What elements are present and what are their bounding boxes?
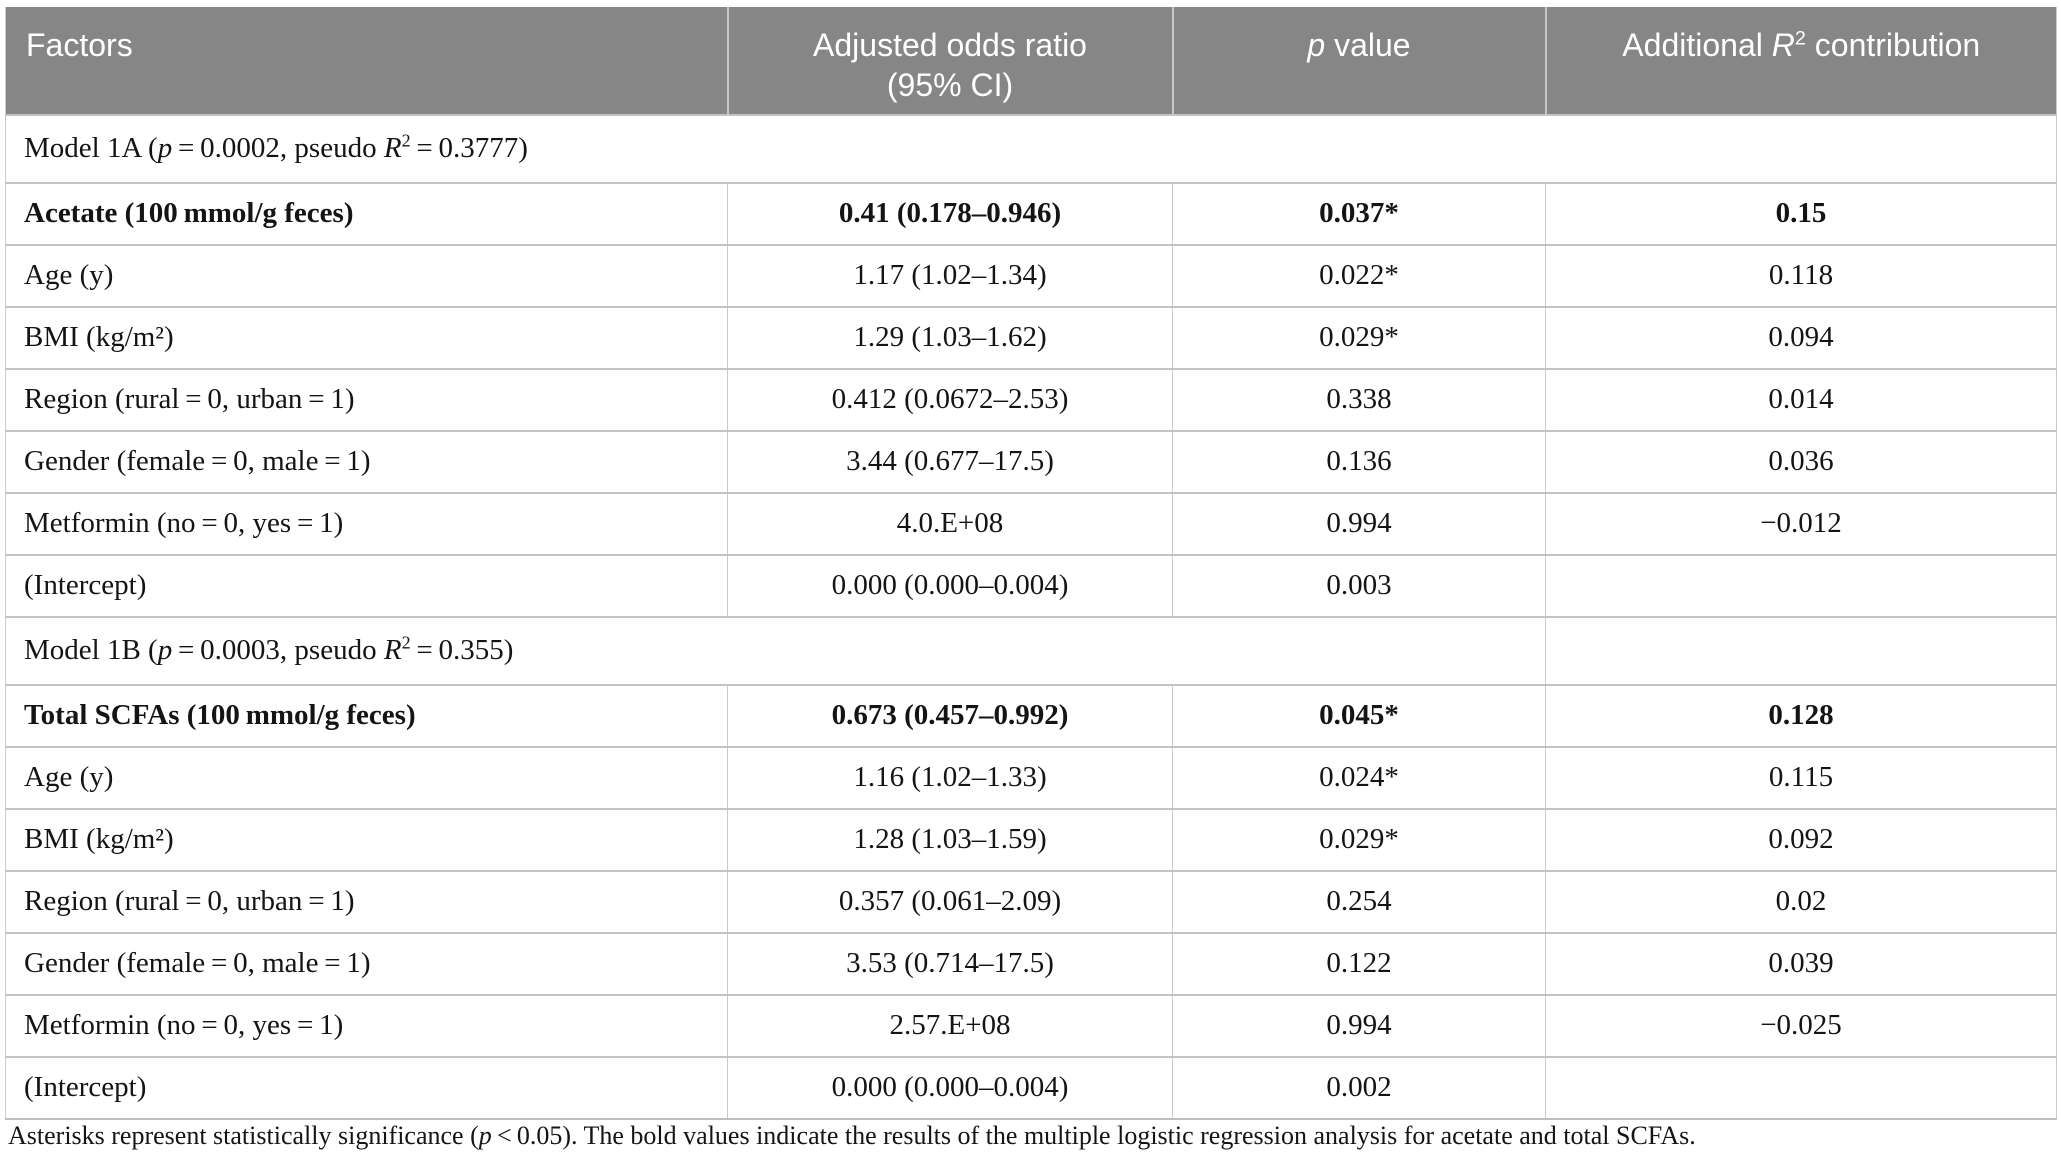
odds-ratio-cell: 0.412 (0.0672–2.53) bbox=[727, 369, 1173, 431]
factor-cell: Region (rural = 0, urban = 1) bbox=[24, 885, 355, 918]
table-row-region-1a: Region (rural = 0, urban = 1) 0.412 (0.0… bbox=[5, 369, 2057, 431]
factor-cell: Metformin (no = 0, yes = 1) bbox=[24, 1009, 344, 1042]
odds-ratio-cell: 4.0.E+08 bbox=[727, 493, 1173, 555]
table-row-age-1a: Age (y) 1.17 (1.02–1.34) 0.022* 0.118 bbox=[5, 245, 2057, 307]
table-row-total-scfas: Total SCFAs (100 mmol/g feces) 0.673 (0.… bbox=[5, 685, 2057, 747]
factor-cell: Metformin (no = 0, yes = 1) bbox=[24, 507, 344, 540]
odds-ratio-cell: 1.17 (1.02–1.34) bbox=[727, 245, 1173, 307]
model-1b-row: Model 1B (p = 0.0003, pseudo R2 = 0.355) bbox=[5, 617, 2057, 685]
p-value-cell: 0.338 bbox=[1172, 369, 1546, 431]
factor-cell: Age (y) bbox=[24, 259, 114, 292]
col-header-factors: Factors bbox=[6, 7, 728, 115]
p-value-cell: 0.002 bbox=[1172, 1057, 1546, 1119]
p-value-cell: 0.029* bbox=[1172, 307, 1546, 369]
p-value-cell: 0.122 bbox=[1172, 933, 1546, 995]
p-value-label-italic: p bbox=[1307, 27, 1326, 63]
factors-label: Factors bbox=[26, 27, 133, 63]
r2-cell: 0.014 bbox=[1545, 369, 2057, 431]
factor-cell: Age (y) bbox=[24, 761, 114, 794]
r2-cell bbox=[1545, 1057, 2057, 1119]
r2-cell: 0.036 bbox=[1545, 431, 2057, 493]
odds-ratio-label-line2: (95% CI) bbox=[886, 67, 1014, 103]
factor-cell: (Intercept) bbox=[24, 569, 147, 602]
p-value-label-rest: value bbox=[1325, 27, 1411, 63]
table-row-acetate: Acetate (100 mmol/g feces) 0.41 (0.178–0… bbox=[5, 183, 2057, 245]
r2-cell: 0.118 bbox=[1545, 245, 2057, 307]
factor-cell: (Intercept) bbox=[24, 1071, 147, 1104]
odds-ratio-cell: 0.41 (0.178–0.946) bbox=[727, 183, 1173, 245]
p-value-cell: 0.029* bbox=[1172, 809, 1546, 871]
p-value-cell: 0.045* bbox=[1172, 685, 1546, 747]
r2-cell: −0.012 bbox=[1545, 493, 2057, 555]
p-value-cell: 0.022* bbox=[1172, 245, 1546, 307]
factor-cell: Total SCFAs (100 mmol/g feces) bbox=[24, 699, 416, 732]
odds-ratio-cell: 3.53 (0.714–17.5) bbox=[727, 933, 1173, 995]
odds-ratio-cell: 0.673 (0.457–0.992) bbox=[727, 685, 1173, 747]
table-row-metformin-1a: Metformin (no = 0, yes = 1) 4.0.E+08 0.9… bbox=[5, 493, 2057, 555]
p-value-cell: 0.254 bbox=[1172, 871, 1546, 933]
table-row-bmi-1a: BMI (kg/m²) 1.29 (1.03–1.62) 0.029* 0.09… bbox=[5, 307, 2057, 369]
table-row-age-1b: Age (y) 1.16 (1.02–1.33) 0.024* 0.115 bbox=[5, 747, 2057, 809]
odds-ratio-cell: 1.16 (1.02–1.33) bbox=[727, 747, 1173, 809]
col-header-r2-contribution: Additional R2 contribution bbox=[1544, 7, 2057, 115]
odds-ratio-cell: 1.29 (1.03–1.62) bbox=[727, 307, 1173, 369]
footnote-post: < 0.05). The bold values indicate the re… bbox=[491, 1121, 1696, 1150]
table-row-bmi-1b: BMI (kg/m²) 1.28 (1.03–1.59) 0.029* 0.09… bbox=[5, 809, 2057, 871]
odds-ratio-label-line1: Adjusted odds ratio bbox=[813, 27, 1087, 63]
p-value-cell: 0.024* bbox=[1172, 747, 1546, 809]
odds-ratio-cell: 2.57.E+08 bbox=[727, 995, 1173, 1057]
table-row-region-1b: Region (rural = 0, urban = 1) 0.357 (0.0… bbox=[5, 871, 2057, 933]
r2-label-pre: Additional bbox=[1622, 27, 1772, 63]
r2-cell: 0.128 bbox=[1545, 685, 2057, 747]
p-value-cell: 0.994 bbox=[1172, 493, 1546, 555]
table-footnote: Asterisks represent statistically signif… bbox=[8, 1120, 2053, 1151]
header-row: Factors Adjusted odds ratio (95% CI) p va… bbox=[5, 7, 2057, 115]
r2-label-italic: R bbox=[1771, 27, 1795, 63]
table-row-gender-1b: Gender (female = 0, male = 1) 3.53 (0.71… bbox=[5, 933, 2057, 995]
r2-cell: 0.02 bbox=[1545, 871, 2057, 933]
p-value-cell: 0.037* bbox=[1172, 183, 1546, 245]
regression-results-table: Factors Adjusted odds ratio (95% CI) p va… bbox=[5, 7, 2057, 1120]
r2-cell: 0.092 bbox=[1545, 809, 2057, 871]
odds-ratio-cell: 3.44 (0.677–17.5) bbox=[727, 431, 1173, 493]
odds-ratio-cell: 0.000 (0.000–0.004) bbox=[727, 555, 1173, 617]
r2-cell bbox=[1545, 555, 2057, 617]
factor-cell: Gender (female = 0, male = 1) bbox=[24, 445, 371, 478]
factor-cell: Gender (female = 0, male = 1) bbox=[24, 947, 371, 980]
footnote-pre: Asterisks represent statistically signif… bbox=[8, 1121, 479, 1150]
table-row-intercept-1a: (Intercept) 0.000 (0.000–0.004) 0.003 bbox=[5, 555, 2057, 617]
p-value-cell: 0.003 bbox=[1172, 555, 1546, 617]
table-row-intercept-1b: (Intercept) 0.000 (0.000–0.004) 0.002 bbox=[5, 1057, 2057, 1119]
r2-cell: 0.094 bbox=[1545, 307, 2057, 369]
r2-cell: −0.025 bbox=[1545, 995, 2057, 1057]
model-1b-label: Model 1B (p = 0.0003, pseudo R2 = 0.355) bbox=[24, 632, 514, 667]
factor-cell: Acetate (100 mmol/g feces) bbox=[24, 197, 354, 230]
factor-cell: BMI (kg/m²) bbox=[24, 321, 174, 354]
p-value-cell: 0.994 bbox=[1172, 995, 1546, 1057]
r2-cell: 0.15 bbox=[1545, 183, 2057, 245]
r2-cell: 0.039 bbox=[1545, 933, 2057, 995]
footnote-p-italic: p bbox=[478, 1121, 492, 1150]
odds-ratio-cell: 0.357 (0.061–2.09) bbox=[727, 871, 1173, 933]
factor-cell: Region (rural = 0, urban = 1) bbox=[24, 383, 355, 416]
model-1b-empty-cell bbox=[1545, 617, 2057, 685]
col-header-odds-ratio: Adjusted odds ratio (95% CI) bbox=[726, 7, 1173, 115]
p-value-cell: 0.136 bbox=[1172, 431, 1546, 493]
r2-cell: 0.115 bbox=[1545, 747, 2057, 809]
odds-ratio-cell: 1.28 (1.03–1.59) bbox=[727, 809, 1173, 871]
model-1a-row: Model 1A (p = 0.0002, pseudo R2 = 0.3777… bbox=[5, 115, 2057, 183]
model-1a-label: Model 1A (p = 0.0002, pseudo R2 = 0.3777… bbox=[24, 130, 528, 165]
r2-label-sup: 2 bbox=[1794, 27, 1806, 50]
table-row-gender-1a: Gender (female = 0, male = 1) 3.44 (0.67… bbox=[5, 431, 2057, 493]
odds-ratio-cell: 0.000 (0.000–0.004) bbox=[727, 1057, 1173, 1119]
r2-label-post: contribution bbox=[1805, 27, 1981, 63]
factor-cell: BMI (kg/m²) bbox=[24, 823, 174, 856]
col-header-p-value: p value bbox=[1171, 7, 1546, 115]
table-row-metformin-1b: Metformin (no = 0, yes = 1) 2.57.E+08 0.… bbox=[5, 995, 2057, 1057]
